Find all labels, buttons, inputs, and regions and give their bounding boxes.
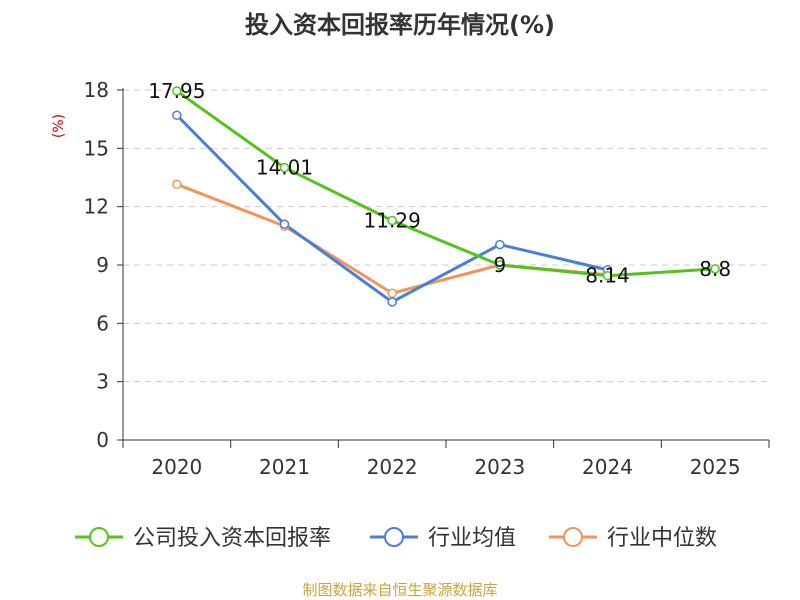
legend-swatch-marker xyxy=(89,527,109,547)
legend-label: 行业均值 xyxy=(428,526,516,551)
x-tick-label: 2025 xyxy=(690,455,741,479)
data-labels: 17.95 14.01 11.29 9 8.14 8.8 xyxy=(148,79,731,288)
series-line-2 xyxy=(176,182,608,295)
series-2-point xyxy=(172,179,182,190)
x-tick-label: 2021 xyxy=(259,455,310,479)
series-line-0 xyxy=(175,89,716,278)
y-tick-label: 12 xyxy=(84,195,109,219)
legend: 公司投入资本回报率 行业均值 行业中位数 xyxy=(75,526,717,551)
series-points xyxy=(172,86,720,307)
y-tick-label: 6 xyxy=(96,311,109,335)
source-note: 制图数据来自恒生聚源数据库 xyxy=(302,581,497,599)
series-0-point xyxy=(602,270,613,281)
series-1-point xyxy=(387,297,397,307)
data-label: 8.14 xyxy=(585,264,630,288)
series-1-point xyxy=(172,110,182,121)
data-label: 11.29 xyxy=(364,208,421,232)
series-0-point xyxy=(387,215,397,226)
series-1-point xyxy=(495,239,505,250)
x-tick-label: 2024 xyxy=(582,455,633,479)
legend-label: 公司投入资本回报率 xyxy=(133,526,331,551)
y-tick-label: 18 xyxy=(84,78,109,102)
x-tick-label: 2023 xyxy=(474,455,525,479)
data-label: 8.8 xyxy=(699,257,731,281)
series-2-point xyxy=(387,288,397,298)
legend-label: 行业中位数 xyxy=(607,526,717,551)
series-0-point xyxy=(495,260,505,270)
x-tick-label: 2020 xyxy=(151,455,202,479)
y-tick-labels: 0 3 6 9 12 15 18 xyxy=(84,78,109,452)
legend-swatch-marker xyxy=(563,527,583,547)
axes xyxy=(117,88,770,448)
series-lines xyxy=(175,89,716,304)
data-label: 9 xyxy=(493,253,506,277)
x-tick-label: 2022 xyxy=(367,455,418,479)
y-tick-label: 15 xyxy=(84,136,109,160)
x-tick-labels: 2020 2021 2022 2023 2024 2025 xyxy=(151,455,740,479)
series-0-point xyxy=(172,86,182,96)
series-1-point xyxy=(279,219,290,229)
series-0-point xyxy=(710,264,720,274)
y-tick-label: 3 xyxy=(96,370,109,394)
y-tick-label: 9 xyxy=(96,253,109,277)
legend-swatch-marker xyxy=(384,527,404,547)
chart-title: 投入资本回报率历年情况(%) xyxy=(245,11,555,39)
grid-lines xyxy=(123,89,769,383)
data-label: 17.95 xyxy=(148,79,205,103)
y-axis-label: (%) xyxy=(51,114,67,138)
series-0-point xyxy=(279,162,290,173)
y-tick-label: 0 xyxy=(96,428,109,452)
data-label: 14.01 xyxy=(256,156,313,180)
